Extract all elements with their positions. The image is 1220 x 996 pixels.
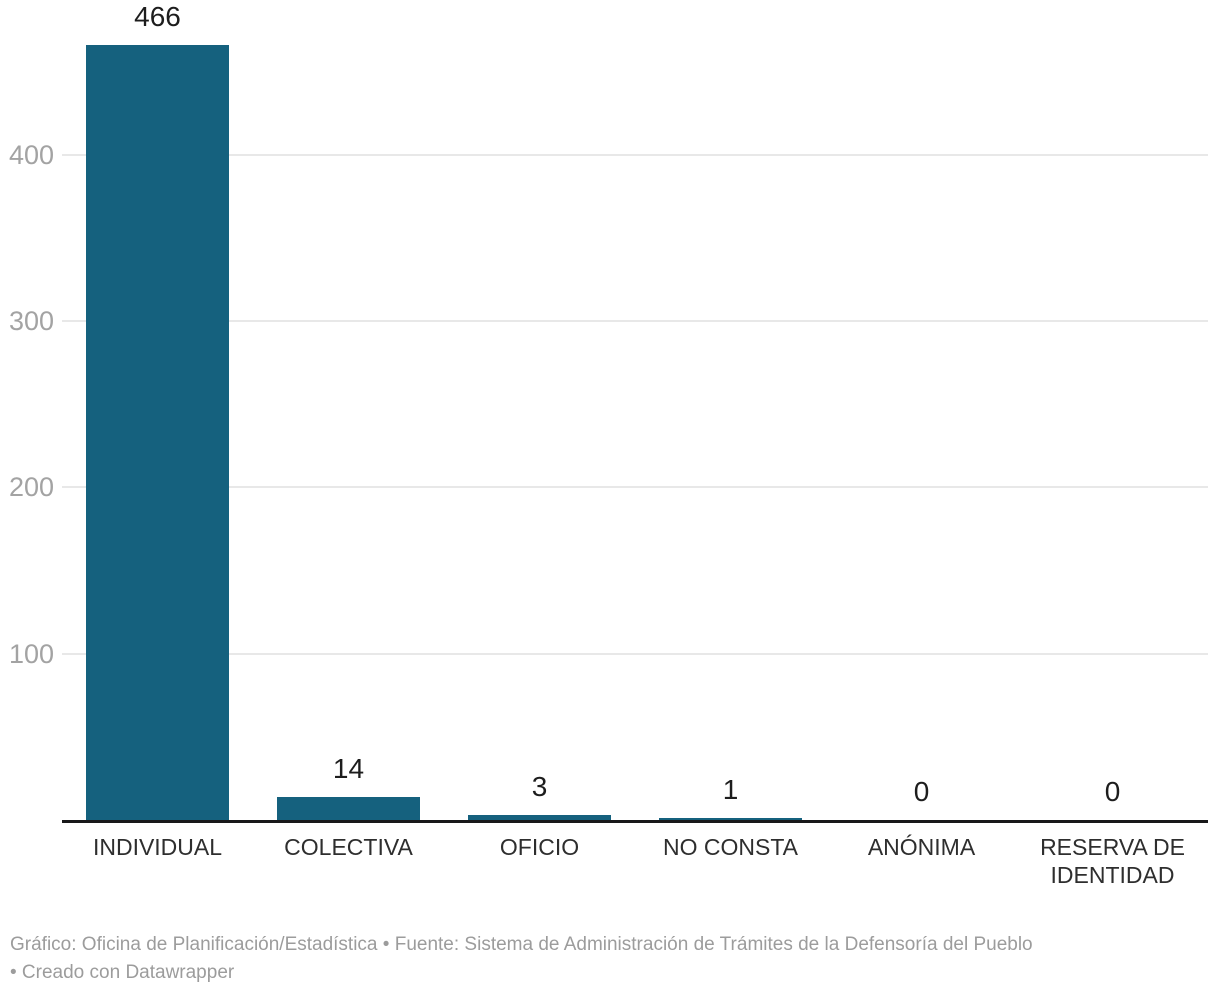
x-axis-label: RESERVA DE IDENTIDAD <box>1040 834 1185 888</box>
y-tick-label: 400 <box>8 139 54 170</box>
x-axis-label: ANÓNIMA <box>867 834 976 860</box>
bar-value-label: 0 <box>913 776 930 807</box>
y-gridline <box>62 320 1208 323</box>
bar-value-label: 3 <box>531 771 548 803</box>
bar-value-label: 0 <box>1104 776 1121 807</box>
y-tick-label: 300 <box>8 306 54 337</box>
footer-line-1: Gráfico: Oficina de Planificación/Estadí… <box>10 934 1033 955</box>
chart-footer: Gráfico: Oficina de Planificación/Estadí… <box>10 931 1210 987</box>
y-gridline <box>62 153 1208 156</box>
y-gridline <box>62 486 1208 489</box>
bar-value-label: 1 <box>722 774 739 806</box>
footer-line-2: • Creado con Datawrapper <box>10 962 235 983</box>
y-gridline <box>62 652 1208 655</box>
x-axis-label: NO CONSTA <box>662 834 799 860</box>
bar-value-label: 466 <box>134 1 181 32</box>
y-tick-label: 200 <box>8 472 54 503</box>
bar <box>659 818 802 820</box>
x-axis-line <box>62 820 1208 823</box>
x-axis-label: COLECTIVA <box>284 834 413 860</box>
bar-value-label: 14 <box>332 752 365 784</box>
x-axis-label: INDIVIDUAL <box>92 834 223 860</box>
bar <box>86 45 229 820</box>
y-tick-label: 100 <box>8 638 54 669</box>
bar <box>468 815 611 820</box>
x-axis-label: OFICIO <box>499 834 580 860</box>
bar <box>277 796 420 820</box>
